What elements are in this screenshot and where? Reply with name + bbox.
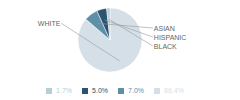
- html-text:86.4%: 86.4%: [164, 87, 184, 94]
- html-text:1.7%: 1.7%: [56, 87, 73, 94]
- svg-text:BLACK: BLACK: [154, 43, 177, 50]
- html-text:5.0%: 5.0%: [92, 87, 108, 94]
- html-text:7.0%: 7.0%: [128, 87, 144, 94]
- svg-text:ASIAN: ASIAN: [154, 25, 175, 32]
- svg-text:WHITE: WHITE: [38, 20, 61, 27]
- svg-text:HISPANIC: HISPANIC: [154, 34, 187, 41]
